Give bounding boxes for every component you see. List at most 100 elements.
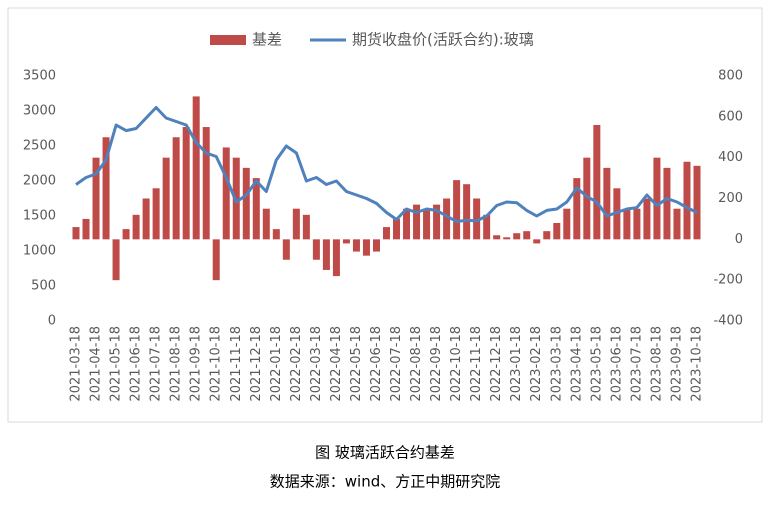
y-tick-label: 3000 (23, 104, 56, 119)
x-tick-label: 2023-08-18 (649, 326, 664, 402)
x-tick-label: 2023-01-18 (509, 326, 524, 402)
x-tick-label: 2022-07-18 (389, 326, 404, 402)
x-tick-label: 2021-06-18 (129, 326, 144, 402)
bar (152, 188, 160, 240)
chart-border (7, 7, 763, 423)
x-tick-label: 2022-10-18 (449, 326, 464, 402)
x-tick-label: 2023-10-18 (690, 326, 705, 402)
bar (112, 239, 120, 281)
bar (202, 127, 210, 240)
bar (693, 165, 701, 240)
bar (423, 208, 431, 240)
bar (312, 239, 320, 260)
x-tick-label: 2023-07-18 (629, 326, 644, 402)
source: 数据来源：wind、方正中期研究院 (270, 473, 500, 491)
bar (182, 127, 190, 240)
bar (453, 180, 461, 240)
bar (653, 157, 661, 240)
x-tick-label: 2022-02-18 (289, 326, 304, 402)
bar (212, 239, 220, 281)
x-tick-label: 2022-05-18 (349, 326, 364, 402)
x-tick-label: 2021-08-18 (169, 326, 184, 402)
bar (72, 227, 80, 240)
bar (583, 157, 591, 240)
y2-tick-label: 600 (718, 109, 743, 124)
bar (663, 167, 671, 240)
x-tick-label: 2021-07-18 (149, 326, 164, 402)
y2-tick-label: -200 (713, 273, 743, 288)
bar (463, 184, 471, 240)
bar (543, 231, 551, 240)
bar (362, 239, 370, 256)
y-tick-label: 3500 (23, 69, 56, 84)
bar (302, 214, 310, 240)
x-tick-label: 2022-08-18 (409, 326, 424, 402)
y-tick-label: 2500 (23, 139, 56, 154)
bar (342, 239, 350, 244)
x-tick-label: 2022-12-18 (489, 326, 504, 402)
bar (393, 218, 401, 240)
x-tick-label: 2023-05-18 (589, 326, 604, 402)
bar (192, 96, 200, 240)
x-tick-label: 2021-10-18 (209, 326, 224, 402)
y-tick-label: 1500 (23, 209, 56, 224)
y2-tick-label: 0 (735, 232, 743, 247)
bar (172, 137, 180, 240)
x-tick-label: 2021-09-18 (189, 326, 204, 402)
x-tick-label: 2022-03-18 (309, 326, 324, 402)
bar (433, 204, 441, 240)
bar (503, 237, 511, 240)
bar (122, 229, 130, 240)
y2-tick-label: 200 (718, 191, 743, 206)
bar (593, 125, 601, 240)
x-tick-label: 2022-06-18 (369, 326, 384, 402)
x-tick-label: 2023-04-18 (569, 326, 584, 402)
y-tick-label: 1000 (23, 244, 56, 259)
bar (352, 239, 360, 252)
bar (673, 208, 681, 240)
bar (102, 137, 110, 240)
bar (372, 239, 380, 252)
bar (443, 198, 451, 240)
x-tick-label: 2023-06-18 (609, 326, 624, 402)
bar (252, 178, 260, 240)
x-tick-label: 2021-11-18 (229, 326, 244, 402)
bar (162, 157, 170, 240)
bar (633, 208, 641, 240)
bar (643, 198, 651, 240)
y-tick-label: 0 (48, 314, 56, 329)
y2-tick-label: 400 (718, 150, 743, 165)
x-tick-label: 2021-03-18 (69, 326, 84, 402)
x-tick-label: 2023-02-18 (529, 326, 544, 402)
bar (403, 208, 411, 240)
legend-swatch (210, 35, 246, 45)
bar (523, 231, 531, 240)
y-tick-label: 2000 (23, 174, 56, 189)
bar (413, 204, 421, 240)
x-tick-label: 2022-01-18 (269, 326, 284, 402)
bar (132, 214, 140, 240)
x-tick-label: 2023-03-18 (549, 326, 564, 402)
y2-tick-label: 800 (718, 69, 743, 84)
bar (603, 167, 611, 240)
bar (142, 198, 150, 240)
bar (513, 233, 521, 240)
x-tick-label: 2022-09-18 (429, 326, 444, 402)
bar (383, 227, 390, 240)
bar (262, 208, 270, 240)
bar (92, 157, 100, 240)
bar (322, 239, 330, 270)
x-tick-label: 2022-11-18 (469, 326, 484, 402)
bar (292, 208, 300, 240)
price-line (75, 106, 698, 224)
caption: 图 玻璃活跃合约基差 (315, 444, 455, 462)
bar (82, 218, 90, 240)
x-tick-label: 2021-12-18 (249, 326, 264, 402)
x-tick-label: 2021-04-18 (89, 326, 104, 402)
bar (493, 235, 501, 240)
x-tick-label: 2022-04-18 (329, 326, 344, 402)
bar (222, 147, 230, 240)
legend-label: 基差 (252, 31, 282, 49)
bar (683, 161, 691, 240)
